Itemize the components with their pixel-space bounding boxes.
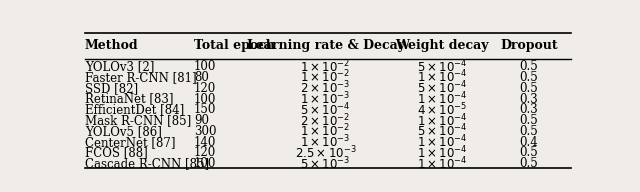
Text: 0.3: 0.3	[520, 103, 538, 116]
Text: $5 \times 10^{-4}$: $5 \times 10^{-4}$	[417, 58, 467, 75]
Text: Mask R-CNN [85]: Mask R-CNN [85]	[85, 114, 191, 127]
Text: EfficientDet [84]: EfficientDet [84]	[85, 103, 184, 116]
Text: 0.5: 0.5	[520, 157, 538, 170]
Text: Weight decay: Weight decay	[396, 39, 489, 52]
Text: $5 \times 10^{-4}$: $5 \times 10^{-4}$	[417, 80, 467, 97]
Text: $1 \times 10^{-4}$: $1 \times 10^{-4}$	[417, 112, 467, 129]
Text: $2 \times 10^{-3}$: $2 \times 10^{-3}$	[300, 80, 351, 97]
Text: 100: 100	[194, 93, 216, 106]
Text: Total epoch: Total epoch	[194, 39, 275, 52]
Text: 0.5: 0.5	[520, 71, 538, 84]
Text: $5 \times 10^{-4}$: $5 \times 10^{-4}$	[300, 102, 351, 118]
Text: 0.5: 0.5	[520, 114, 538, 127]
Text: Dropout: Dropout	[500, 39, 557, 52]
Text: 0.5: 0.5	[520, 82, 538, 95]
Text: Cascade R-CNN [85]: Cascade R-CNN [85]	[85, 157, 209, 170]
Text: 90: 90	[194, 114, 209, 127]
Text: $2 \times 10^{-2}$: $2 \times 10^{-2}$	[300, 112, 351, 129]
Text: 80: 80	[194, 71, 209, 84]
Text: 120: 120	[194, 146, 216, 160]
Text: $1 \times 10^{-3}$: $1 \times 10^{-3}$	[300, 134, 351, 151]
Text: $1 \times 10^{-3}$: $1 \times 10^{-3}$	[300, 91, 351, 107]
Text: 150: 150	[194, 103, 216, 116]
Text: 0.3: 0.3	[520, 93, 538, 106]
Text: 0.5: 0.5	[520, 146, 538, 160]
Text: YOLOv5 [86]: YOLOv5 [86]	[85, 125, 162, 138]
Text: $5 \times 10^{-4}$: $5 \times 10^{-4}$	[417, 123, 467, 140]
Text: 140: 140	[194, 136, 216, 149]
Text: 100: 100	[194, 157, 216, 170]
Text: 0.4: 0.4	[520, 136, 538, 149]
Text: $1 \times 10^{-2}$: $1 \times 10^{-2}$	[300, 58, 351, 75]
Text: $1 \times 10^{-2}$: $1 \times 10^{-2}$	[300, 69, 351, 86]
Text: RetinaNet [83]: RetinaNet [83]	[85, 93, 173, 106]
Text: CenterNet [87]: CenterNet [87]	[85, 136, 175, 149]
Text: $1 \times 10^{-4}$: $1 \times 10^{-4}$	[417, 156, 467, 172]
Text: 0.5: 0.5	[520, 125, 538, 138]
Text: 100: 100	[194, 60, 216, 73]
Text: $1 \times 10^{-4}$: $1 \times 10^{-4}$	[417, 69, 467, 86]
Text: $1 \times 10^{-4}$: $1 \times 10^{-4}$	[417, 134, 467, 151]
Text: YOLOv3 [2]: YOLOv3 [2]	[85, 60, 154, 73]
Text: Learning rate & Decay: Learning rate & Decay	[246, 39, 404, 52]
Text: 0.5: 0.5	[520, 60, 538, 73]
Text: Method: Method	[85, 39, 139, 52]
Text: $1 \times 10^{-2}$: $1 \times 10^{-2}$	[300, 123, 351, 140]
Text: $4 \times 10^{-5}$: $4 \times 10^{-5}$	[417, 102, 467, 118]
Text: 300: 300	[194, 125, 216, 138]
Text: $1 \times 10^{-4}$: $1 \times 10^{-4}$	[417, 145, 467, 161]
Text: FCOS [88]: FCOS [88]	[85, 146, 148, 160]
Text: $2.5 \times 10^{-3}$: $2.5 \times 10^{-3}$	[294, 145, 356, 161]
Text: SSD [82]: SSD [82]	[85, 82, 138, 95]
Text: Faster R-CNN [81]: Faster R-CNN [81]	[85, 71, 196, 84]
Text: $5 \times 10^{-3}$: $5 \times 10^{-3}$	[300, 156, 351, 172]
Text: 120: 120	[194, 82, 216, 95]
Text: $1 \times 10^{-4}$: $1 \times 10^{-4}$	[417, 91, 467, 107]
